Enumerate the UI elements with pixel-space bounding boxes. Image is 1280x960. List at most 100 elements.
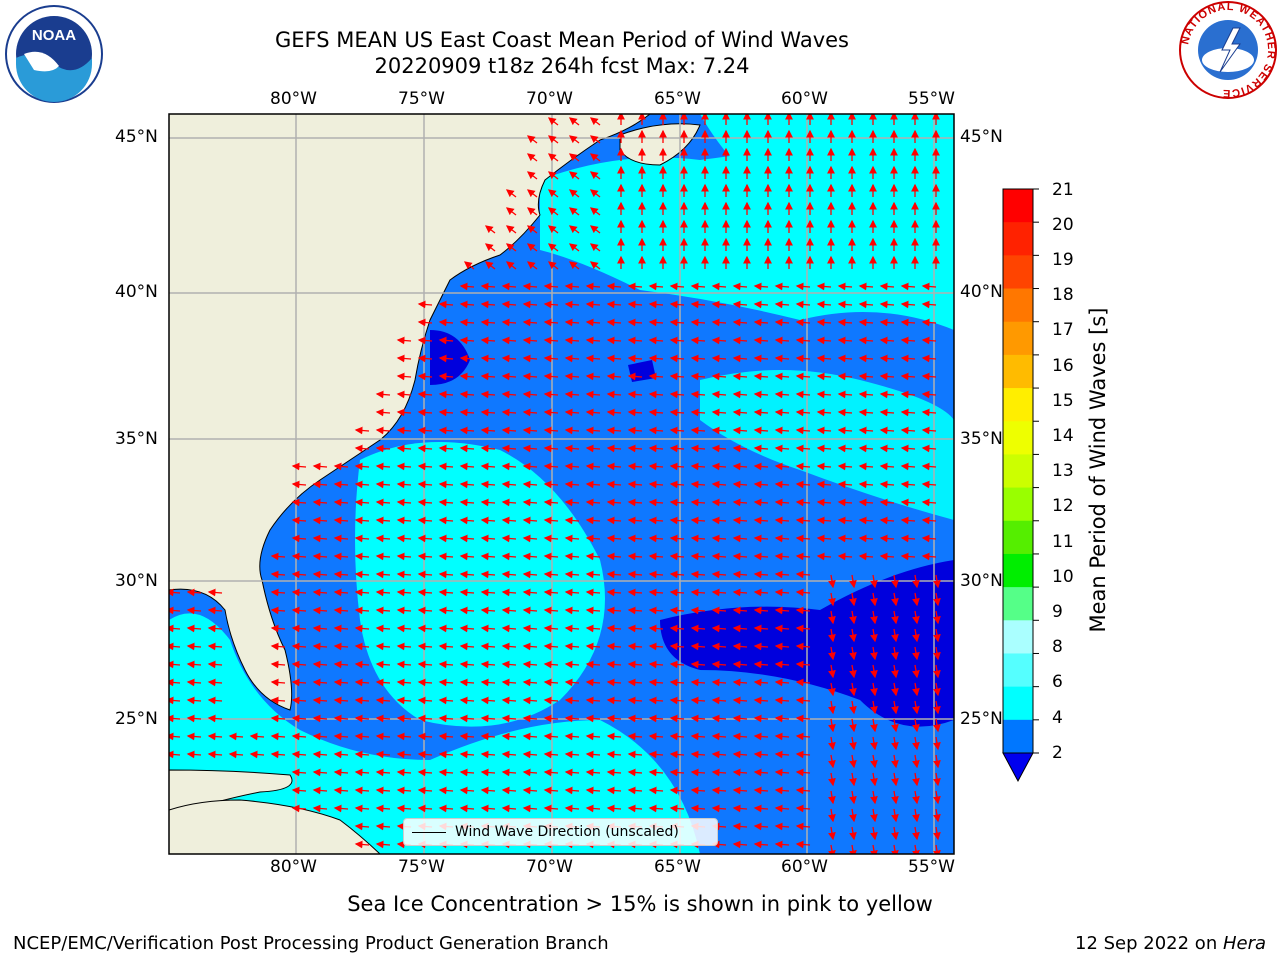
wind-wave-arrow <box>648 480 664 489</box>
wind-wave-arrow <box>484 225 496 234</box>
wind-wave-arrow <box>585 534 601 543</box>
wind-wave-arrow <box>480 390 496 399</box>
wind-wave-arrow <box>543 714 559 723</box>
wind-wave-arrow <box>828 610 836 625</box>
wind-wave-arrow <box>375 678 391 687</box>
wind-wave-arrow <box>921 336 937 345</box>
wind-wave-arrow <box>354 444 370 453</box>
wind-wave-arrow <box>270 678 286 687</box>
wind-wave-arrow <box>795 534 811 543</box>
wind-wave-arrow <box>879 354 895 363</box>
wind-wave-arrow <box>753 516 769 525</box>
wind-wave-arrow <box>543 786 559 795</box>
wind-wave-arrow <box>438 480 454 489</box>
wind-wave-arrow <box>627 354 643 363</box>
wind-wave-arrow <box>375 714 391 723</box>
wind-wave-arrow <box>585 696 601 705</box>
wind-wave-arrow <box>270 606 286 615</box>
wind-wave-arrow <box>627 714 643 723</box>
lon-tick-bottom-5: 55°W <box>908 857 955 877</box>
wind-wave-arrow <box>501 714 517 723</box>
wind-wave-arrow <box>186 696 202 705</box>
wind-wave-arrow <box>816 498 832 507</box>
wind-wave-arrow <box>547 117 559 126</box>
wind-wave-arrow <box>543 282 559 291</box>
wind-wave-arrow <box>291 462 307 471</box>
wind-wave-arrow <box>900 480 916 489</box>
colorbar-tick-9: 12 <box>1052 496 1074 516</box>
wind-wave-arrow <box>606 606 622 615</box>
wind-wave-arrow <box>690 750 706 759</box>
wind-wave-arrow <box>753 336 769 345</box>
wind-wave-arrow <box>333 624 349 633</box>
wind-wave-arrow <box>753 624 769 633</box>
wind-wave-arrow <box>933 610 941 625</box>
wind-wave-arrow <box>774 282 790 291</box>
wind-wave-arrow <box>396 498 412 507</box>
wind-wave-arrow <box>291 696 307 705</box>
wind-wave-arrow <box>753 426 769 435</box>
wind-wave-arrow <box>753 570 769 579</box>
wind-wave-arrow <box>753 498 769 507</box>
wind-wave-arrow <box>522 624 538 633</box>
wind-wave-arrow <box>690 660 706 669</box>
wind-wave-arrow <box>921 444 937 453</box>
wind-wave-arrow <box>891 700 899 715</box>
colorbar-tick-5: 16 <box>1052 356 1074 376</box>
wind-wave-arrow <box>547 171 559 180</box>
wind-wave-arrow <box>912 610 920 625</box>
wind-wave-arrow <box>753 588 769 597</box>
colorbar-tick-15: 4 <box>1052 708 1063 728</box>
wind-wave-arrow <box>837 480 853 489</box>
colorbar-segment <box>1003 321 1033 356</box>
wind-wave-arrow <box>501 678 517 687</box>
wind-wave-arrow <box>501 480 517 489</box>
wind-wave-arrow <box>438 516 454 525</box>
colorbar-segment <box>1003 454 1033 489</box>
wind-wave-arrow <box>543 372 559 381</box>
wind-wave-arrow <box>522 444 538 453</box>
wind-wave-arrow <box>459 516 475 525</box>
wind-wave-arrow <box>438 552 454 561</box>
wind-wave-arrow <box>732 300 748 309</box>
wind-wave-arrow <box>547 243 559 252</box>
wind-wave-arrow <box>543 408 559 417</box>
wind-wave-arrow <box>438 696 454 705</box>
wind-wave-arrow <box>933 628 941 643</box>
wind-wave-arrow <box>732 354 748 363</box>
wind-wave-arrow <box>648 444 664 453</box>
wind-wave-arrow <box>459 570 475 579</box>
wind-wave-arrow <box>648 804 664 813</box>
wind-wave-arrow <box>753 750 769 759</box>
wind-wave-arrow <box>589 207 601 216</box>
wind-wave-arrow <box>849 844 857 854</box>
wind-wave-arrow <box>459 300 475 309</box>
wind-wave-arrow <box>526 135 538 144</box>
wind-wave-arrow <box>879 534 895 543</box>
wind-wave-arrow <box>375 642 391 651</box>
wind-wave-arrow <box>522 588 538 597</box>
colorbar-segment <box>1003 189 1033 223</box>
wind-wave-arrow <box>879 552 895 561</box>
wind-wave-arrow <box>933 664 941 679</box>
wind-wave-arrow <box>933 592 941 607</box>
wind-wave-arrow <box>837 552 853 561</box>
wind-wave-arrow <box>891 736 899 751</box>
wind-wave-arrow <box>459 408 475 417</box>
wind-wave-arrow <box>732 372 748 381</box>
wind-wave-arrow <box>312 696 328 705</box>
wind-wave-arrow <box>270 696 286 705</box>
colorbar-tick-6: 15 <box>1052 391 1074 411</box>
wind-wave-arrow <box>669 354 685 363</box>
wind-wave-arrow <box>417 516 433 525</box>
wind-wave-arrow <box>816 336 832 345</box>
wind-wave-arrow <box>774 696 790 705</box>
wind-wave-arrow <box>522 678 538 687</box>
wind-wave-arrow <box>333 642 349 651</box>
wind-wave-arrow <box>207 588 223 597</box>
wind-wave-arrow <box>606 570 622 579</box>
wind-wave-arrow <box>711 480 727 489</box>
wind-wave-arrow <box>627 516 643 525</box>
wind-wave-arrow <box>795 318 811 327</box>
colorbar-tick-16: 2 <box>1052 743 1063 763</box>
